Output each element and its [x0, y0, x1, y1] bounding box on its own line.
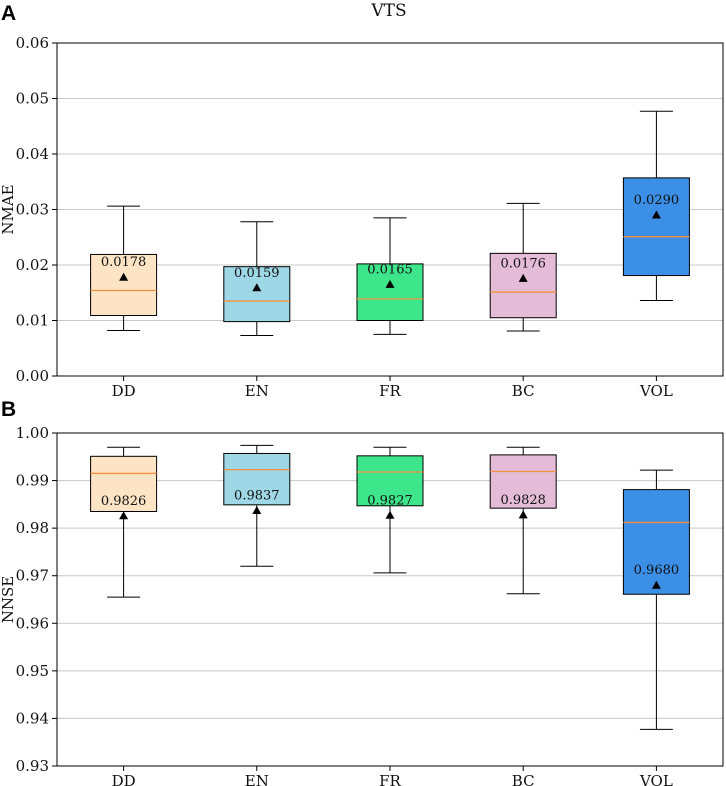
nmae-xtick-label-en: EN	[245, 382, 269, 400]
nmae-mean-marker-vol	[651, 210, 661, 219]
nnse-xtick-label-en: EN	[245, 772, 269, 786]
nmae-mean-label-dd: 0.0178	[101, 255, 147, 270]
nnse-mean-label-dd: 0.9826	[101, 494, 147, 509]
nnse-xtick-label-vol: VOL	[639, 772, 673, 786]
nmae-xtick-label-vol: VOL	[639, 382, 673, 400]
nnse-mean-marker-en	[252, 506, 262, 515]
panel-a-nmae-chart: 0.00 0.01 0.02 0.03 0.04 0.05 0.06 NMAE DD 0.0178…	[0, 34, 724, 400]
nnse-ytick-label: 0.96	[16, 614, 49, 632]
nnse-ytick-label: 1.00	[16, 424, 49, 442]
nmae-box-en	[223, 266, 291, 323]
nmae-xtick-label-dd: DD	[112, 382, 136, 400]
nmae-ytick-label: 0.02	[16, 256, 49, 274]
nmae-ytick-label: 0.03	[16, 201, 49, 219]
nnse-ytick-label: 0.99	[16, 472, 49, 490]
nnse-ytick-label: 0.97	[16, 567, 49, 585]
nnse-mean-marker-fr	[385, 510, 395, 519]
nnse-mean-label-vol: 0.9680	[634, 563, 680, 578]
nmae-ytick-label: 0.01	[16, 312, 49, 330]
nnse-xtick-label-bc: BC	[512, 772, 535, 786]
nmae-mean-label-fr: 0.0165	[367, 262, 413, 277]
nmae-box-dd	[90, 253, 158, 317]
nnse-box-dd	[90, 455, 158, 512]
nmae-mean-label-vol: 0.0290	[634, 193, 680, 208]
nmae-mean-label-en: 0.0159	[234, 266, 280, 281]
nmae-ytick-label: 0.05	[16, 90, 49, 108]
nmae-ytick-label: 0.00	[16, 367, 49, 385]
nmae-xtick-label-fr: FR	[379, 382, 401, 400]
nnse-mean-label-fr: 0.9827	[367, 493, 413, 508]
nmae-box-bc	[489, 252, 557, 319]
panel-a-label: A	[1, 2, 16, 25]
nnse-mean-marker-dd	[119, 511, 129, 520]
nmae-box-fr	[356, 263, 424, 322]
nnse-ytick-label: 0.94	[16, 709, 49, 727]
nmae-ylabel: NMAE	[0, 184, 17, 234]
nnse-ylabel: NNSE	[0, 576, 17, 623]
nnse-box-bc	[489, 454, 557, 509]
nnse-box-vol	[622, 489, 690, 595]
nnse-xtick-label-dd: DD	[112, 772, 136, 786]
nmae-ytick-label: 0.04	[16, 145, 49, 163]
nnse-box-en	[223, 452, 291, 506]
nmae-mean-marker-en	[252, 283, 262, 292]
panel-b-label: B	[1, 398, 16, 421]
nnse-ytick-label: 0.98	[16, 519, 49, 537]
nmae-mean-label-bc: 0.0176	[500, 256, 546, 271]
nmae-mean-marker-bc	[518, 273, 528, 282]
nmae-mean-marker-dd	[119, 272, 129, 281]
nmae-mean-marker-fr	[385, 279, 395, 288]
nnse-box-fr	[356, 455, 424, 507]
nnse-mean-label-bc: 0.9828	[500, 493, 546, 508]
nmae-xtick-label-bc: BC	[512, 382, 535, 400]
nnse-mean-marker-vol	[651, 580, 661, 589]
nnse-xtick-label-fr: FR	[379, 772, 401, 786]
nmae-box-vol	[622, 177, 690, 277]
panel-b-nnse-chart: 0.93 0.94 0.95 0.96 0.97 0.98 0.99 1.00 NNSE DD 0.…	[0, 424, 724, 786]
nnse-mean-marker-bc	[518, 510, 528, 519]
nmae-ytick-label: 0.06	[16, 34, 49, 52]
nnse-mean-label-en: 0.9837	[234, 489, 280, 504]
nnse-ytick-label: 0.93	[16, 757, 49, 775]
nnse-ytick-label: 0.95	[16, 662, 49, 680]
figure-title: VTS	[370, 1, 406, 21]
